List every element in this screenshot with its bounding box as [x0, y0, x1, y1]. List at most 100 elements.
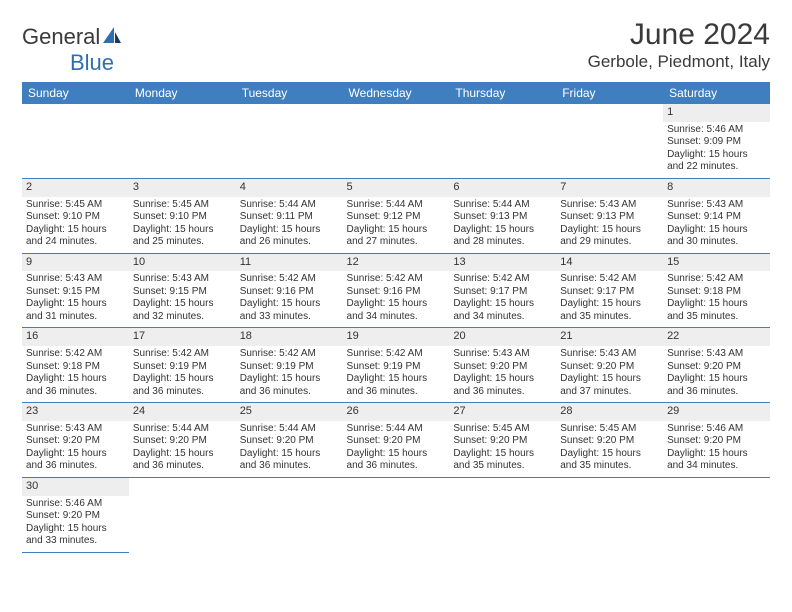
daylight-line: Daylight: 15 hours and 36 minutes. [26, 373, 125, 398]
day-cell: 26Sunrise: 5:44 AMSunset: 9:20 PMDayligh… [343, 403, 450, 478]
sunrise-line: Sunrise: 5:43 AM [560, 199, 659, 212]
day-cell: 9Sunrise: 5:43 AMSunset: 9:15 PMDaylight… [22, 253, 129, 328]
daylight-line: Daylight: 15 hours and 37 minutes. [560, 373, 659, 398]
day-cell: 19Sunrise: 5:42 AMSunset: 9:19 PMDayligh… [343, 328, 450, 403]
sunrise-line: Sunrise: 5:43 AM [560, 348, 659, 361]
day-cell: 7Sunrise: 5:43 AMSunset: 9:13 PMDaylight… [556, 178, 663, 253]
day-number: 3 [129, 179, 236, 197]
empty-cell [22, 104, 129, 178]
empty-cell [343, 104, 450, 178]
sunset-line: Sunset: 9:13 PM [453, 211, 552, 224]
day-number: 16 [22, 328, 129, 346]
daylight-line: Daylight: 15 hours and 36 minutes. [240, 448, 339, 473]
empty-cell [449, 104, 556, 178]
day-cell: 5Sunrise: 5:44 AMSunset: 9:12 PMDaylight… [343, 178, 450, 253]
day-number: 17 [129, 328, 236, 346]
day-cell: 28Sunrise: 5:45 AMSunset: 9:20 PMDayligh… [556, 403, 663, 478]
day-cell: 11Sunrise: 5:42 AMSunset: 9:16 PMDayligh… [236, 253, 343, 328]
day-number: 21 [556, 328, 663, 346]
logo: GeneralBlue [22, 18, 122, 76]
day-number: 6 [449, 179, 556, 197]
day-cell: 3Sunrise: 5:45 AMSunset: 9:10 PMDaylight… [129, 178, 236, 253]
sunset-line: Sunset: 9:20 PM [26, 435, 125, 448]
daylight-line: Daylight: 15 hours and 36 minutes. [26, 448, 125, 473]
day-number: 26 [343, 403, 450, 421]
sunrise-line: Sunrise: 5:42 AM [453, 273, 552, 286]
day-number: 2 [22, 179, 129, 197]
sunset-line: Sunset: 9:20 PM [560, 435, 659, 448]
day-number: 10 [129, 254, 236, 272]
sunset-line: Sunset: 9:19 PM [133, 361, 232, 374]
empty-cell [129, 104, 236, 178]
month-title: June 2024 [588, 18, 770, 52]
sunrise-line: Sunrise: 5:45 AM [133, 199, 232, 212]
day-number: 27 [449, 403, 556, 421]
empty-cell [236, 477, 343, 552]
sunset-line: Sunset: 9:20 PM [26, 510, 125, 523]
day-number: 7 [556, 179, 663, 197]
sunset-line: Sunset: 9:17 PM [453, 286, 552, 299]
sunrise-line: Sunrise: 5:46 AM [667, 124, 766, 137]
logo-sail-icon [102, 24, 122, 50]
daylight-line: Daylight: 15 hours and 26 minutes. [240, 224, 339, 249]
sunrise-line: Sunrise: 5:44 AM [347, 199, 446, 212]
day-cell: 6Sunrise: 5:44 AMSunset: 9:13 PMDaylight… [449, 178, 556, 253]
weekday-header: Tuesday [236, 82, 343, 104]
daylight-line: Daylight: 15 hours and 33 minutes. [26, 523, 125, 548]
daylight-line: Daylight: 15 hours and 35 minutes. [667, 298, 766, 323]
daylight-line: Daylight: 15 hours and 35 minutes. [560, 448, 659, 473]
logo-text-b: Blue [70, 50, 114, 75]
daylight-line: Daylight: 15 hours and 36 minutes. [240, 373, 339, 398]
location: Gerbole, Piedmont, Italy [588, 52, 770, 72]
sunset-line: Sunset: 9:20 PM [240, 435, 339, 448]
sunset-line: Sunset: 9:11 PM [240, 211, 339, 224]
day-cell: 18Sunrise: 5:42 AMSunset: 9:19 PMDayligh… [236, 328, 343, 403]
day-number: 11 [236, 254, 343, 272]
day-number: 19 [343, 328, 450, 346]
daylight-line: Daylight: 15 hours and 28 minutes. [453, 224, 552, 249]
day-cell: 21 Sunrise: 5:43 AMSunset: 9:20 PMDayligh… [556, 328, 663, 403]
day-number: 14 [556, 254, 663, 272]
sunset-line: Sunset: 9:19 PM [240, 361, 339, 374]
sunrise-line: Sunrise: 5:45 AM [560, 423, 659, 436]
sunrise-line: Sunrise: 5:42 AM [347, 273, 446, 286]
daylight-line: Daylight: 15 hours and 34 minutes. [667, 448, 766, 473]
empty-cell [343, 477, 450, 552]
sunset-line: Sunset: 9:19 PM [347, 361, 446, 374]
daylight-line: Daylight: 15 hours and 24 minutes. [26, 224, 125, 249]
sunset-line: Sunset: 9:20 PM [560, 361, 659, 374]
weekday-header-row: SundayMondayTuesdayWednesdayThursdayFrid… [22, 82, 770, 104]
daylight-line: Daylight: 15 hours and 36 minutes. [347, 448, 446, 473]
sunrise-line: Sunrise: 5:43 AM [667, 348, 766, 361]
sunset-line: Sunset: 9:17 PM [560, 286, 659, 299]
day-cell: 2Sunrise: 5:45 AMSunset: 9:10 PMDaylight… [22, 178, 129, 253]
day-number: 24 [129, 403, 236, 421]
logo-text-a: General [22, 24, 100, 49]
day-cell: 23Sunrise: 5:43 AMSunset: 9:20 PMDayligh… [22, 403, 129, 478]
calendar-week-row: 16Sunrise: 5:42 AMSunset: 9:18 PMDayligh… [22, 328, 770, 403]
sunset-line: Sunset: 9:16 PM [240, 286, 339, 299]
day-cell: 1Sunrise: 5:46 AMSunset: 9:09 PMDaylight… [663, 104, 770, 178]
daylight-line: Daylight: 15 hours and 36 minutes. [453, 373, 552, 398]
sunset-line: Sunset: 9:20 PM [453, 361, 552, 374]
daylight-line: Daylight: 15 hours and 36 minutes. [133, 448, 232, 473]
sunset-line: Sunset: 9:20 PM [347, 435, 446, 448]
sunrise-line: Sunrise: 5:43 AM [667, 199, 766, 212]
sunrise-line: Sunrise: 5:44 AM [240, 423, 339, 436]
empty-cell [556, 104, 663, 178]
day-number: 25 [236, 403, 343, 421]
day-number: 30 [22, 478, 129, 496]
daylight-line: Daylight: 15 hours and 22 minutes. [667, 149, 766, 174]
sunset-line: Sunset: 9:15 PM [133, 286, 232, 299]
day-cell: 20Sunrise: 5:43 AMSunset: 9:20 PMDayligh… [449, 328, 556, 403]
logo-text: GeneralBlue [22, 24, 122, 76]
title-block: June 2024 Gerbole, Piedmont, Italy [588, 18, 770, 72]
day-cell: 8Sunrise: 5:43 AMSunset: 9:14 PMDaylight… [663, 178, 770, 253]
sunrise-line: Sunrise: 5:42 AM [240, 273, 339, 286]
empty-cell [129, 477, 236, 552]
weekday-header: Saturday [663, 82, 770, 104]
sunset-line: Sunset: 9:14 PM [667, 211, 766, 224]
day-cell: 13Sunrise: 5:42 AMSunset: 9:17 PMDayligh… [449, 253, 556, 328]
sunrise-line: Sunrise: 5:45 AM [453, 423, 552, 436]
sunrise-line: Sunrise: 5:42 AM [133, 348, 232, 361]
